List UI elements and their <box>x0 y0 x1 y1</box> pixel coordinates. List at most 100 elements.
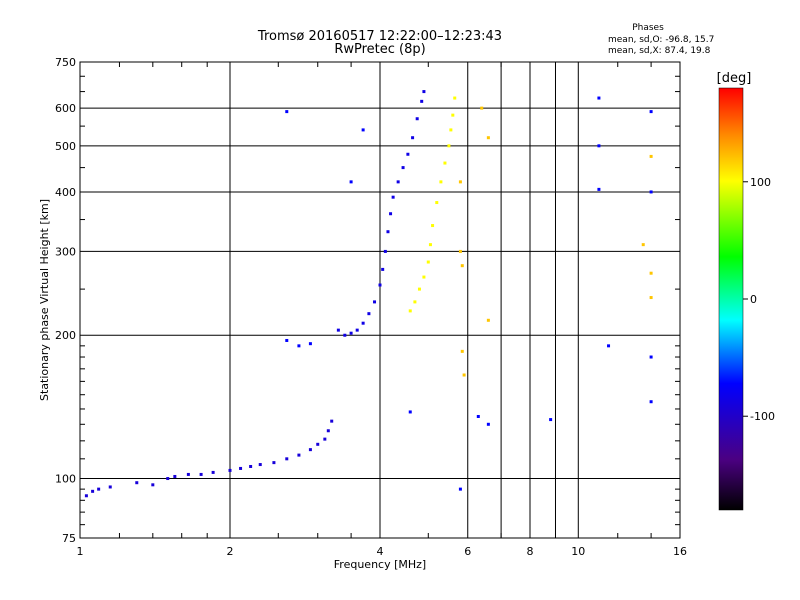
data-point <box>649 154 653 158</box>
data-point <box>435 201 439 205</box>
data-point <box>408 410 412 414</box>
data-point <box>458 487 462 491</box>
data-point <box>597 187 601 191</box>
x-tick-label: 4 <box>377 545 384 558</box>
data-point <box>361 321 365 325</box>
data-point <box>173 474 177 478</box>
data-point <box>135 481 139 485</box>
colorbar <box>718 87 744 511</box>
y-tick-label: 300 <box>55 245 76 258</box>
x-tick-label: 10 <box>571 545 585 558</box>
data-point <box>367 312 371 316</box>
data-point <box>151 483 155 487</box>
data-point <box>323 437 327 441</box>
data-point <box>186 472 190 476</box>
data-point <box>649 110 653 114</box>
data-point <box>211 470 215 474</box>
y-tick-label: 750 <box>55 56 76 69</box>
data-point <box>349 180 353 184</box>
x-tick-label: 1 <box>77 545 84 558</box>
data-point <box>476 414 480 418</box>
colorbar-tick-label: -100 <box>750 410 775 423</box>
data-point <box>330 419 334 423</box>
data-point <box>649 296 653 300</box>
data-point <box>649 190 653 194</box>
data-point <box>297 344 301 348</box>
data-point <box>486 136 490 140</box>
data-point <box>431 224 435 228</box>
chart-title: Tromsø 20160517 12:22:00–12:23:43 <box>257 29 502 44</box>
data-point <box>316 442 320 446</box>
data-point <box>597 96 601 100</box>
data-point <box>108 485 112 489</box>
data-point <box>415 117 419 121</box>
y-tick-label: 100 <box>55 473 76 486</box>
data-point <box>460 349 464 353</box>
x-tick-label: 8 <box>527 545 534 558</box>
data-point <box>239 466 243 470</box>
data-point <box>199 472 203 476</box>
data-point <box>607 344 611 348</box>
data-point <box>413 300 417 304</box>
data-point <box>228 468 232 472</box>
chart-subtitle: RwPretec (8p) <box>334 42 425 57</box>
data-point <box>285 457 289 461</box>
x-tick-labels: 1 2 4 6 8 10 16 <box>77 545 688 558</box>
data-point <box>401 166 405 170</box>
data-point <box>285 110 289 114</box>
y-axis-label: Stationary phase Virtual Height [km] <box>38 199 51 401</box>
data-point <box>91 489 95 493</box>
data-point <box>391 195 395 199</box>
x-axis-label: Frequency [MHz] <box>334 558 426 571</box>
colorbar-tick-label: 0 <box>750 293 757 306</box>
y-tick-labels: 75 100 200 300 400 500 600 750 <box>55 56 76 545</box>
data-point <box>649 400 653 404</box>
data-point <box>389 212 393 216</box>
data-point <box>458 180 462 184</box>
data-point <box>486 318 490 322</box>
data-point <box>451 113 455 117</box>
x-tick-label: 6 <box>464 545 471 558</box>
data-point <box>361 128 365 132</box>
data-point <box>443 161 447 165</box>
y-tick-label: 400 <box>55 186 76 199</box>
data-point <box>249 464 253 468</box>
x-tick-label: 16 <box>673 545 687 558</box>
y-tick-label: 75 <box>62 532 76 545</box>
data-point <box>272 461 276 465</box>
data-point <box>649 355 653 359</box>
data-point <box>326 429 330 433</box>
data-point <box>597 144 601 148</box>
x-tick-label: 2 <box>227 545 234 558</box>
data-point <box>308 342 312 346</box>
data-point <box>458 249 462 253</box>
colorbar-tick-label: 100 <box>750 176 771 189</box>
phase-o-stats: mean, sd,O: -96.8, 15.7 <box>608 35 714 45</box>
data-point <box>373 300 377 304</box>
data-point <box>449 128 453 132</box>
data-point <box>439 180 443 184</box>
data-point <box>428 243 432 247</box>
y-tick-label: 600 <box>55 102 76 115</box>
data-point <box>422 275 426 279</box>
data-point <box>549 418 553 422</box>
data-point <box>396 180 400 184</box>
data-point <box>355 328 359 332</box>
data-point <box>406 152 410 156</box>
data-point <box>297 453 301 457</box>
data-point <box>486 422 490 426</box>
data-point <box>378 283 382 287</box>
colorbar-ticks: -100 0 100 <box>743 176 775 423</box>
data-point <box>258 463 262 467</box>
data-point <box>84 494 88 498</box>
data-point <box>417 287 421 291</box>
data-point <box>383 249 387 253</box>
grid-lines <box>80 62 680 538</box>
data-point <box>308 448 312 452</box>
data-point <box>641 243 645 247</box>
axis-ticks <box>80 62 680 538</box>
data-points <box>84 90 653 498</box>
data-point <box>426 260 430 264</box>
phase-x-stats: mean, sd,X: 87.4, 19.8 <box>608 46 711 56</box>
data-point <box>343 333 347 337</box>
